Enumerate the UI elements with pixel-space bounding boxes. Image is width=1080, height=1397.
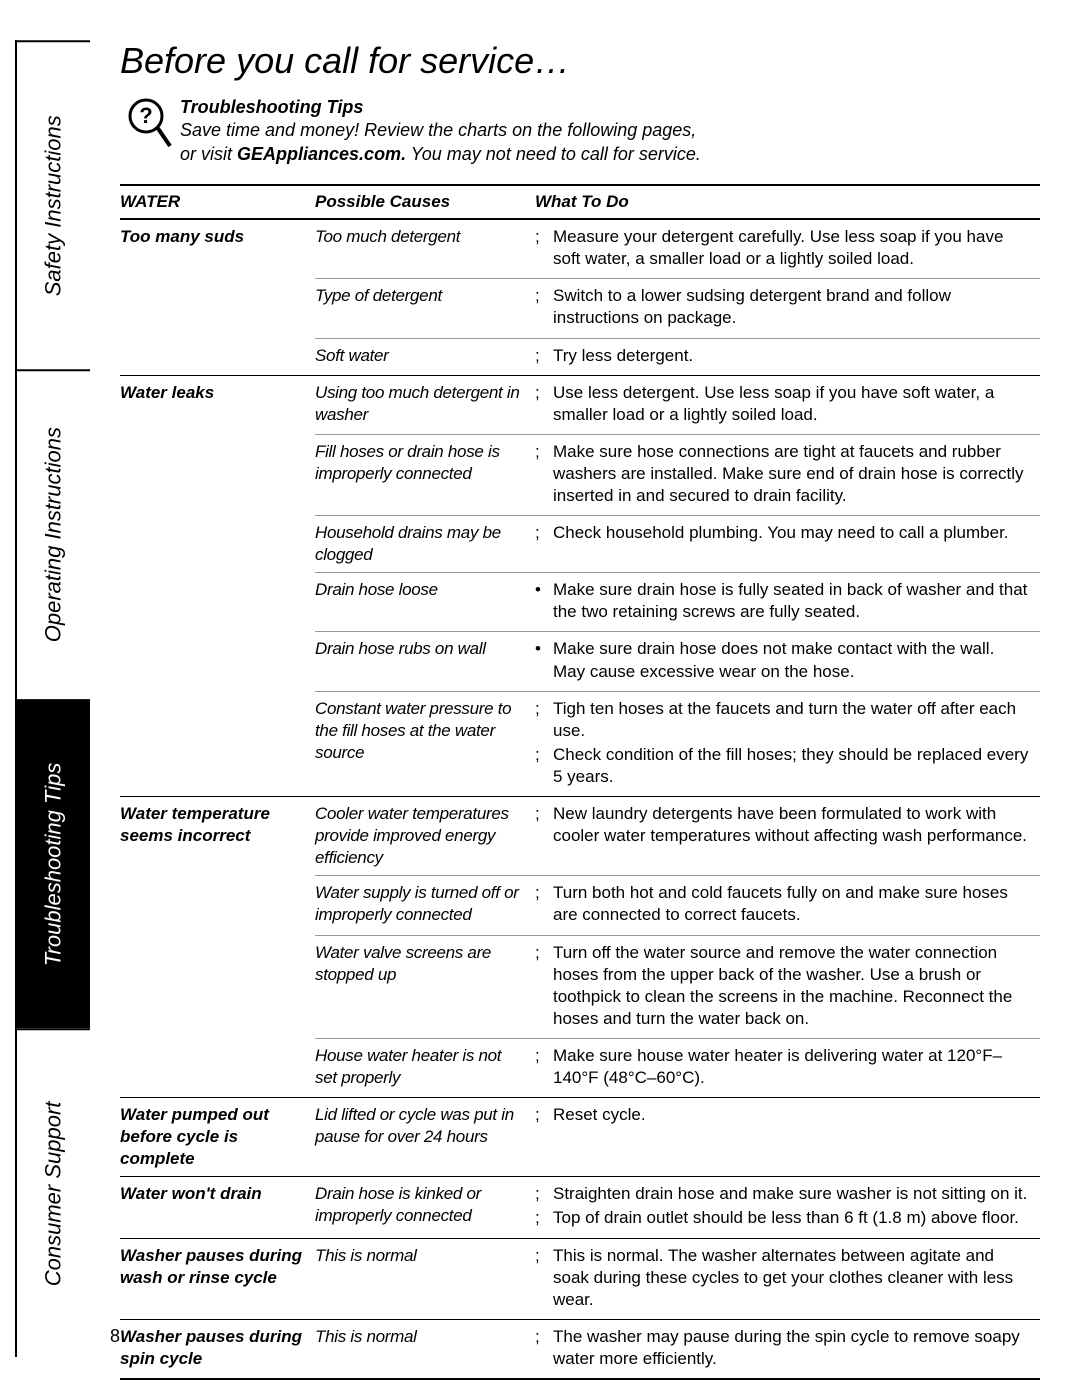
cause-cell: Drain hose loose: [315, 573, 535, 632]
solution-cell: ;Tigh ten hoses at the faucets and turn …: [535, 691, 1040, 796]
col-header-cause: Possible Causes: [315, 185, 535, 219]
solution-cell: ;The washer may pause during the spin cy…: [535, 1319, 1040, 1379]
svg-text:?: ?: [139, 103, 152, 128]
solution-cell: ;Try less detergent.: [535, 338, 1040, 375]
cause-cell: Constant water pressure to the fill hose…: [315, 691, 535, 796]
solution-cell: ;Use less detergent. Use less soap if yo…: [535, 375, 1040, 434]
tips-callout: ? Troubleshooting Tips Save time and mon…: [120, 96, 1040, 166]
cause-cell: Drain hose rubs on wall: [315, 632, 535, 691]
tab-safety[interactable]: Safety Instructions: [17, 40, 90, 369]
problem-cell: Water won't drain: [120, 1177, 315, 1238]
cause-cell: Household drains may be clogged: [315, 516, 535, 573]
tab-support[interactable]: Consumer Support: [17, 1028, 90, 1357]
problem-cell: Washer pauses during wash or rinse cycle: [120, 1238, 315, 1319]
solution-cell: ;New laundry detergents have been formul…: [535, 797, 1040, 876]
tab-operating[interactable]: Operating Instructions: [17, 369, 90, 698]
page-number: 8: [110, 1326, 120, 1347]
solution-cell: •Make sure drain hose is fully seated in…: [535, 573, 1040, 632]
solution-cell: ;Straighten drain hose and make sure was…: [535, 1177, 1040, 1238]
magnifier-question-icon: ?: [120, 96, 180, 152]
problem-cell: Water leaks: [120, 375, 315, 796]
solution-cell: ;Make sure house water heater is deliver…: [535, 1038, 1040, 1097]
sidebar-tabs: Safety Instructions Operating Instructio…: [15, 40, 90, 1357]
solution-cell: ;Check household plumbing. You may need …: [535, 516, 1040, 573]
cause-cell: Lid lifted or cycle was put in pause for…: [315, 1098, 535, 1177]
problem-cell: Water pumped out before cycle is complet…: [120, 1098, 315, 1177]
cause-cell: This is normal: [315, 1319, 535, 1379]
solution-cell: ;Reset cycle.: [535, 1098, 1040, 1177]
solution-cell: ;Turn both hot and cold faucets fully on…: [535, 876, 1040, 935]
cause-cell: Soft water: [315, 338, 535, 375]
cause-cell: Too much detergent: [315, 219, 535, 279]
solution-cell: ;Switch to a lower sudsing detergent bra…: [535, 279, 1040, 338]
cause-cell: Cooler water temperatures provide improv…: [315, 797, 535, 876]
page-title: Before you call for service…: [120, 40, 1040, 82]
troubleshooting-table: WATER Possible Causes What To Do Too man…: [120, 184, 1040, 1380]
cause-cell: Fill hoses or drain hose is improperly c…: [315, 434, 535, 515]
cause-cell: House water heater is not set properly: [315, 1038, 535, 1097]
cause-cell: Type of detergent: [315, 279, 535, 338]
cause-cell: Drain hose is kinked or improperly conne…: [315, 1177, 535, 1238]
main-content: Before you call for service… ? Troublesh…: [90, 40, 1040, 1357]
solution-cell: ;Turn off the water source and remove th…: [535, 935, 1040, 1038]
solution-cell: ;Measure your detergent carefully. Use l…: [535, 219, 1040, 279]
col-header-problem: WATER: [120, 185, 315, 219]
problem-cell: Too many suds: [120, 219, 315, 375]
tab-troubleshooting[interactable]: Troubleshooting Tips: [17, 699, 90, 1028]
solution-cell: ;Make sure hose connections are tight at…: [535, 434, 1040, 515]
cause-cell: This is normal: [315, 1238, 535, 1319]
solution-cell: •Make sure drain hose does not make cont…: [535, 632, 1040, 691]
problem-cell: Water temperature seems incorrect: [120, 797, 315, 1098]
tips-text: Troubleshooting Tips Save time and money…: [180, 96, 701, 166]
cause-cell: Using too much detergent in washer: [315, 375, 535, 434]
cause-cell: Water supply is turned off or improperly…: [315, 876, 535, 935]
solution-cell: ;This is normal. The washer alternates b…: [535, 1238, 1040, 1319]
problem-cell: Washer pauses during spin cycle: [120, 1319, 315, 1379]
cause-cell: Water valve screens are stopped up: [315, 935, 535, 1038]
col-header-solution: What To Do: [535, 185, 1040, 219]
